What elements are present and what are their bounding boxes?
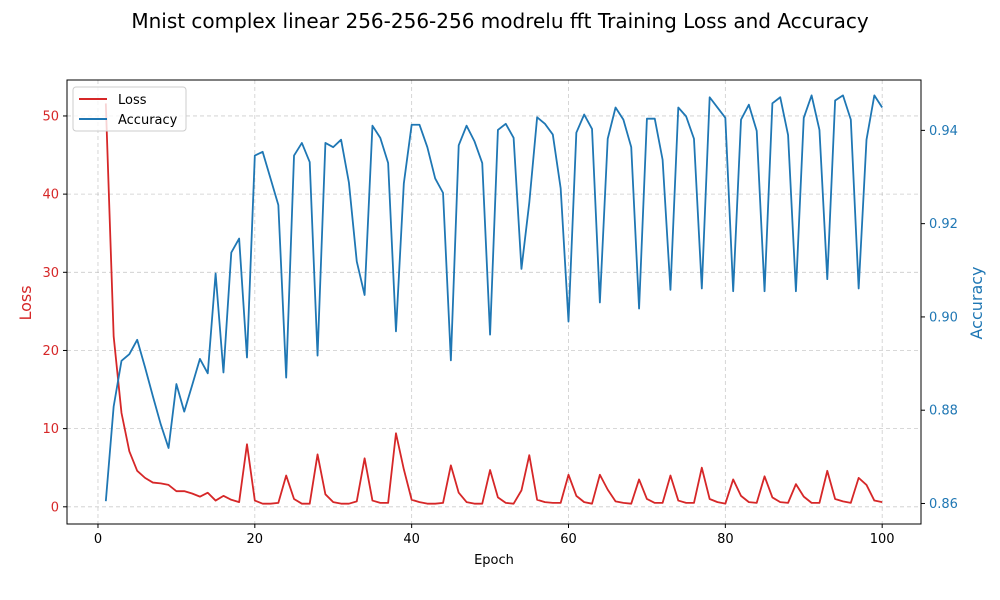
- plot-frame: [66, 79, 922, 525]
- x-tick-label: 40: [403, 532, 420, 547]
- x-tick-label: 80: [717, 532, 734, 547]
- y-right-tick-label: 0.94: [929, 124, 958, 139]
- x-tick-label: 20: [247, 532, 264, 547]
- x-tick-label: 60: [560, 532, 577, 547]
- y-right-tick-label: 0.86: [929, 497, 958, 512]
- grid: [67, 80, 921, 524]
- y-right-tick-label: 0.90: [929, 310, 958, 325]
- y-right-tick-label: 0.92: [929, 217, 958, 232]
- x-tick-label: 0: [94, 532, 102, 547]
- series-line-accuracy: [104, 94, 883, 502]
- y-left-tick-label: 50: [42, 109, 59, 124]
- y-left-tick-label: 10: [42, 422, 59, 437]
- series-line-loss: [104, 103, 883, 505]
- legend-label-loss: Loss: [118, 93, 147, 108]
- y-left-tick-label: 30: [42, 266, 59, 281]
- y-axis-left-label: Loss: [16, 285, 35, 320]
- y-axis-right-label: Accuracy: [967, 266, 986, 339]
- y-left-tick-label: 20: [42, 344, 59, 359]
- series-layer: [104, 94, 883, 505]
- chart-title: Mnist complex linear 256-256-256 modrelu…: [131, 9, 869, 33]
- x-axis-label: Epoch: [474, 553, 514, 568]
- x-tick-label: 100: [870, 532, 895, 547]
- y-left-tick-label: 0: [51, 500, 59, 515]
- legend: Loss Accuracy: [72, 86, 187, 132]
- axes: [66, 79, 922, 525]
- y-right-tick-label: 0.88: [929, 404, 958, 419]
- ticks: 0 20 40 60 80 100 0 10 20 30 40 50 0.86 0.88 0.90 0.92 0…: [42, 109, 958, 547]
- y-left-tick-label: 40: [42, 188, 59, 203]
- legend-label-accuracy: Accuracy: [118, 113, 178, 128]
